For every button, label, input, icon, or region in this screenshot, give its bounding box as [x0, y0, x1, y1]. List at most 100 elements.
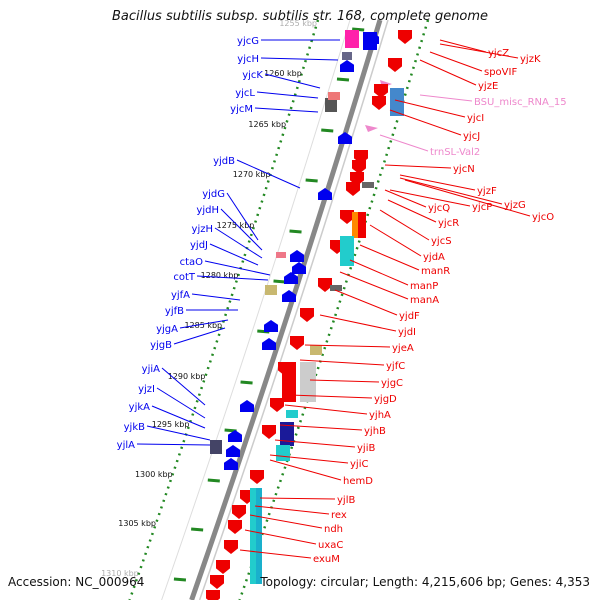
callout-line — [151, 405, 206, 429]
gene-label-yjdJ: yjdJ — [190, 240, 208, 251]
reverse-gene-arrow — [290, 336, 304, 350]
gene-label-yjdI: yjdI — [398, 327, 416, 338]
gene-label-yjgD: yjgD — [374, 394, 397, 405]
reverse-gene-arrow — [346, 182, 360, 196]
callout-line — [196, 275, 269, 281]
gene-label-yjzH: yjzH — [192, 224, 213, 235]
gene-block — [300, 362, 316, 402]
gene-block — [330, 285, 342, 291]
forward-gene-arrow — [262, 338, 276, 350]
reverse-gene-arrow — [210, 575, 224, 589]
callout-line — [249, 514, 323, 529]
forward-gene-arrow — [340, 60, 354, 72]
tick-label: 1280 kbp — [201, 271, 239, 280]
tick-label: 1285 kbp — [184, 321, 222, 330]
reverse-gene-arrow — [206, 590, 220, 600]
reverse-gene-arrow — [262, 425, 276, 439]
gene-label-yjiB: yjiB — [357, 443, 375, 454]
tick-label: 1290 kbp — [168, 372, 206, 381]
gene-label-yjeA: yjeA — [392, 343, 414, 354]
gene-label-uxaC: uxaC — [318, 540, 343, 551]
gene-label-yjkB: yjkB — [124, 422, 145, 433]
callout-line — [389, 109, 462, 136]
callout-line — [439, 39, 487, 53]
forward-gene-block — [342, 52, 352, 60]
gene-block — [256, 488, 262, 584]
gene-block — [340, 236, 354, 266]
callout-line — [146, 425, 211, 441]
gene-label-yjzF: yjzF — [477, 186, 497, 197]
gene-label-rex: rex — [331, 510, 347, 521]
gene-label-yjhA: yjhA — [369, 410, 391, 421]
gene-block — [352, 212, 358, 238]
tick-mark — [191, 527, 204, 532]
callout-line — [274, 439, 356, 448]
callout-line — [419, 94, 473, 102]
callout-line — [359, 244, 420, 271]
gene-label-yjcK: yjcK — [242, 70, 263, 81]
gene-label-yjcZ: yjcZ — [488, 48, 509, 59]
gene-label-yjcL: yjcL — [235, 88, 255, 99]
callout-line — [173, 327, 226, 345]
callout-line — [384, 189, 427, 208]
callout-line — [256, 91, 319, 99]
gene-label-yjcI: yjcI — [467, 113, 484, 124]
tick-label: 1295 kbp — [152, 420, 190, 429]
gene-label-yjlA: yjlA — [117, 440, 135, 451]
map-title: Bacillus subtilis subsp. subtilis str. 1… — [111, 9, 489, 24]
tick-label: 1300 kbp — [135, 470, 173, 479]
gene-label-yjiC: yjiC — [350, 459, 368, 470]
reverse-gene-arrow — [398, 30, 412, 44]
callout-line — [254, 505, 330, 515]
callout-line — [239, 549, 312, 559]
tick-mark — [336, 77, 350, 82]
reverse-gene-arrow — [318, 278, 332, 292]
reverse-gene-arrow — [340, 210, 354, 224]
tick-label: 1265 kbp — [248, 120, 286, 129]
gene-block — [210, 440, 222, 454]
callout-line — [394, 99, 466, 118]
reverse-gene-arrow — [228, 520, 242, 534]
forward-gene-arrow — [318, 188, 332, 200]
callout-line — [387, 199, 437, 223]
callout-line — [279, 424, 363, 431]
reverse-gene-arrow — [372, 96, 386, 110]
forward-gene-arrow — [228, 430, 242, 442]
accession-text: Accession: NC_000964 — [8, 575, 145, 589]
gene-label-hemD: hemD — [343, 476, 373, 487]
gene-label-yjcN: yjcN — [453, 164, 475, 175]
reverse-gene-arrow — [388, 58, 402, 72]
callout-line — [299, 359, 385, 366]
rna-marker — [365, 125, 378, 132]
callout-line — [379, 209, 430, 241]
reverse-gene-arrow — [300, 308, 314, 322]
gene-label-spoVIF: spoVIF — [484, 67, 517, 78]
callout-line — [284, 404, 368, 415]
tick-mark — [273, 279, 286, 284]
forward-gene-arrow — [290, 250, 304, 262]
tick-mark — [240, 380, 253, 385]
gene-label-cotT: cotT — [173, 272, 196, 283]
reverse-gene-arrow — [232, 505, 246, 519]
gene-label-yjiA: yjiA — [142, 364, 160, 375]
gene-label-yjdA: yjdA — [423, 252, 445, 263]
tick-mark — [321, 128, 334, 133]
gene-label-BSU_misc_RNA_15: BSU_misc_RNA_15 — [474, 97, 567, 108]
reverse-gene-arrow — [374, 84, 388, 98]
forward-gene-arrow — [292, 262, 306, 274]
gene-label-yjlB: yjlB — [337, 495, 355, 506]
callout-line — [260, 57, 339, 61]
gene-label-manR: manR — [421, 266, 450, 277]
callout-line — [161, 367, 206, 406]
callout-line — [269, 454, 349, 464]
callout-line — [269, 459, 342, 481]
gene-label-yjgA: yjgA — [156, 324, 178, 335]
gene-label-yjcP: yjcP — [472, 202, 492, 213]
callout-line — [339, 271, 409, 300]
callout-line — [264, 73, 321, 89]
gene-label-yjzI: yjzI — [138, 384, 155, 395]
gene-label-ctaO: ctaO — [180, 257, 204, 268]
tick-label: 1270 kbp — [233, 170, 271, 179]
backbone-edge — [198, 19, 389, 600]
